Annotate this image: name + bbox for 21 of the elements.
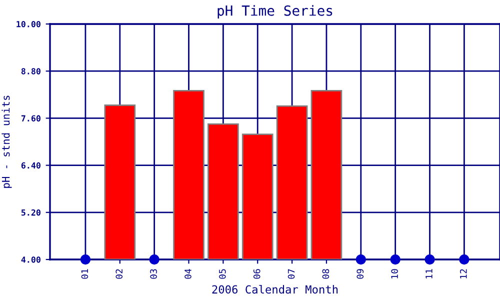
- x-tick-label: 01: [81, 269, 88, 279]
- y-tick-label: 5.20: [21, 209, 40, 216]
- x-tick-label: 12: [460, 269, 467, 278]
- x-tick-label: 02: [116, 269, 123, 279]
- x-tick-label: 07: [288, 269, 295, 279]
- y-tick-label: 8.80: [21, 68, 40, 74]
- chart-title: pH Time Series: [218, 5, 332, 19]
- x-tick-label: 04: [184, 268, 192, 279]
- x-tick-label: 03: [150, 269, 157, 279]
- y-tick-label: 10.00: [16, 20, 40, 28]
- x-tick-label: 11: [426, 269, 432, 278]
- y-tick-label: 6.40: [21, 162, 40, 169]
- x-tick-label: 05: [219, 269, 226, 279]
- x-tick-label: 06: [253, 269, 260, 279]
- y-axis-title: pH - stnd units: [2, 96, 12, 188]
- x-axis-title: 2006 Calendar Month: [212, 284, 338, 294]
- x-tick-label: 09: [356, 269, 364, 279]
- y-tick-label: 4.00: [21, 256, 40, 263]
- x-tick-label: 08: [322, 269, 330, 279]
- x-tick-label: 10: [391, 269, 398, 278]
- y-tick-label: 7.60: [21, 115, 40, 122]
